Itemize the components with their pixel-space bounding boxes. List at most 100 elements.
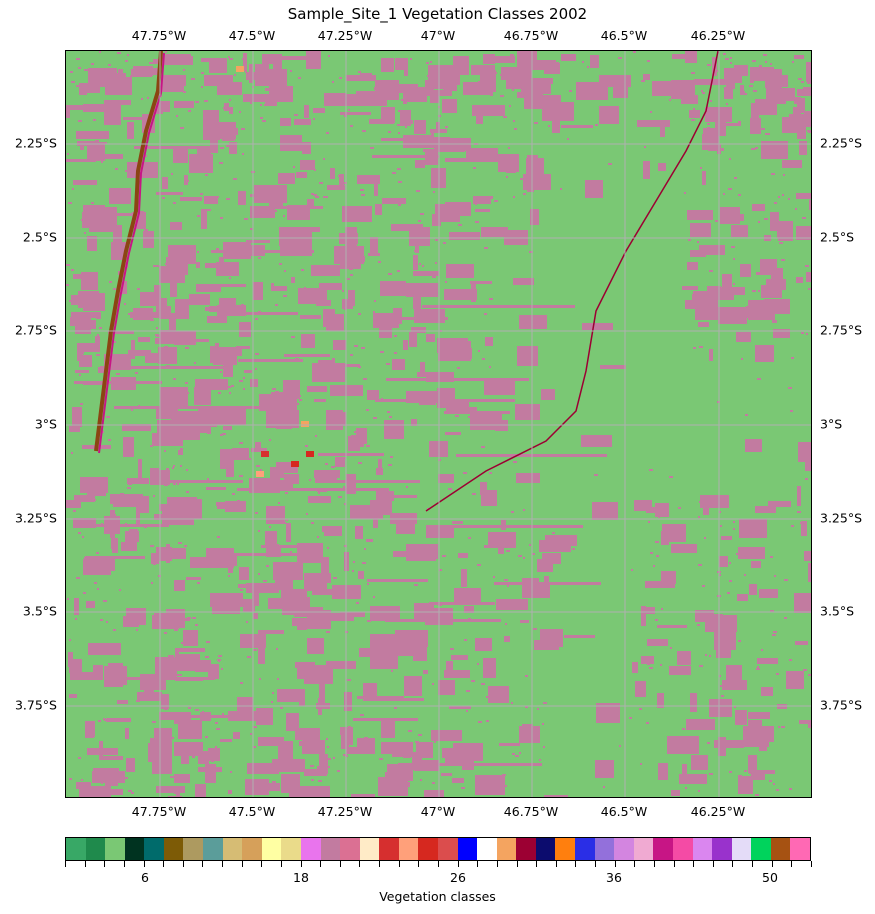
speckle — [510, 59, 512, 61]
cleared-patch — [300, 315, 321, 319]
speckle — [82, 212, 86, 214]
colorbar-tick — [222, 861, 224, 867]
speckle — [781, 227, 783, 229]
cleared-patch — [731, 225, 748, 237]
cleared-patch — [263, 783, 280, 791]
cleared-patch — [635, 681, 646, 697]
cleared-patch — [81, 272, 98, 290]
colorbar-title: Vegetation classes — [379, 889, 496, 904]
speckle — [464, 70, 468, 72]
speckle — [660, 664, 662, 666]
speckle — [218, 392, 221, 394]
speckle — [69, 639, 71, 641]
speckle — [484, 247, 488, 249]
speckle — [795, 607, 798, 609]
speckle — [298, 77, 301, 79]
speckle — [173, 483, 176, 485]
cleared-patch — [236, 346, 250, 349]
speckle — [649, 667, 653, 669]
speckle — [335, 457, 337, 459]
speckle — [152, 433, 156, 435]
speckle — [193, 558, 197, 560]
colorbar-tick-label: 26 — [450, 870, 466, 885]
speckle — [239, 442, 243, 444]
speckle — [150, 445, 153, 447]
speckle — [84, 132, 86, 134]
cleared-patch — [797, 89, 811, 96]
speckle — [260, 104, 262, 106]
speckle — [161, 103, 164, 105]
cleared-patch — [178, 450, 183, 455]
speckle — [103, 600, 107, 602]
speckle — [771, 173, 775, 175]
cleared-patch — [326, 613, 354, 621]
cleared-patch — [86, 601, 95, 608]
speckle — [432, 683, 434, 685]
latitude-label: 3°S — [34, 416, 57, 432]
speckle — [721, 695, 724, 697]
cleared-patch — [596, 703, 620, 723]
speckle — [326, 738, 328, 740]
latitude-label: 2.25°S — [14, 135, 57, 151]
latitude-label: 2.5°S — [820, 229, 855, 245]
class-spot — [291, 461, 299, 467]
speckle — [127, 54, 129, 56]
speckle — [406, 486, 408, 488]
speckle — [805, 457, 807, 459]
cleared-patch — [724, 87, 733, 99]
cleared-patch — [452, 521, 463, 524]
cleared-patch — [281, 56, 311, 60]
speckle — [428, 402, 430, 404]
speckle — [68, 665, 70, 667]
cleared-patch — [522, 585, 550, 598]
speckle — [595, 124, 598, 126]
speckle — [241, 128, 245, 130]
speckle — [471, 284, 473, 286]
cleared-patch — [525, 60, 556, 70]
speckle — [733, 521, 735, 523]
speckle — [108, 64, 111, 66]
cleared-patch — [686, 719, 715, 730]
cleared-patch — [174, 742, 203, 756]
speckle — [435, 239, 438, 241]
cleared-patch — [389, 645, 413, 656]
cleared-patch — [121, 542, 137, 551]
longitude-label: 47°W — [420, 28, 456, 43]
speckle — [255, 353, 259, 355]
speckle — [738, 775, 740, 777]
speckle — [415, 741, 419, 743]
cleared-patch — [201, 209, 207, 229]
strip — [201, 284, 246, 287]
speckle — [716, 506, 718, 508]
cleared-patch — [269, 198, 283, 206]
vegetation-map-raster — [66, 51, 811, 797]
speckle — [770, 507, 772, 509]
strip — [423, 149, 465, 152]
speckle — [118, 671, 120, 673]
cleared-patch — [280, 118, 291, 126]
cleared-patch — [381, 742, 413, 754]
speckle — [773, 783, 775, 785]
speckle — [741, 91, 745, 93]
speckle — [360, 714, 364, 716]
speckle — [91, 202, 94, 204]
cleared-patch — [809, 200, 811, 210]
speckle — [76, 782, 79, 784]
speckle — [174, 792, 178, 794]
speckle — [720, 637, 722, 639]
cleared-patch — [455, 590, 472, 598]
speckle — [734, 177, 737, 179]
speckle — [75, 610, 78, 612]
cleared-patch — [79, 355, 92, 367]
speckle — [275, 304, 278, 306]
vegetation-map[interactable] — [65, 50, 812, 798]
cleared-patch — [483, 54, 495, 64]
speckle — [656, 555, 659, 557]
cleared-patch — [93, 768, 119, 771]
cleared-patch — [284, 474, 299, 484]
cleared-patch — [381, 58, 394, 72]
speckle — [744, 93, 747, 95]
speckle — [639, 708, 642, 710]
speckle — [268, 588, 272, 590]
speckle — [730, 57, 732, 59]
